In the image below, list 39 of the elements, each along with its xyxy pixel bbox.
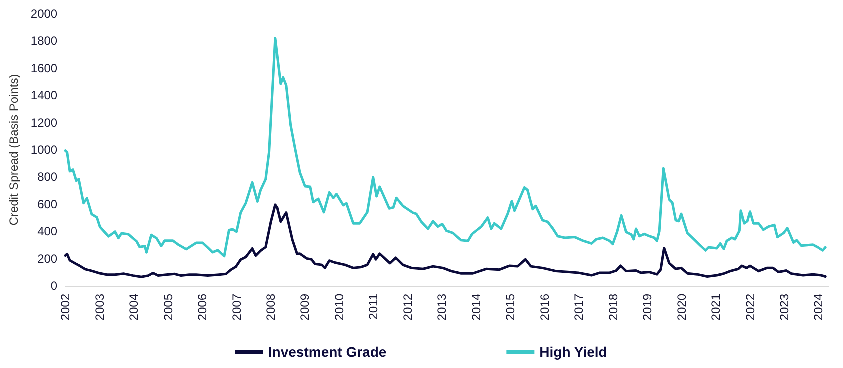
x-tick-label: 2008 — [264, 294, 278, 321]
y-axis-title: Credit Spread (Basis Points) — [7, 74, 21, 226]
x-tick-label: 2006 — [196, 294, 210, 321]
legend-label: High Yield — [540, 344, 608, 360]
x-tick-label: 2010 — [332, 294, 346, 321]
y-tick-label: 1600 — [30, 61, 58, 76]
y-tick-label: 2000 — [30, 7, 58, 21]
x-tick-label: 2020 — [674, 294, 689, 321]
x-tick-label: 2019 — [640, 294, 655, 321]
x-tick-label: 2021 — [709, 294, 724, 321]
y-tick-label: 800 — [38, 170, 58, 184]
y-tick-label: 400 — [38, 224, 58, 239]
line-series — [64, 204, 827, 278]
y-tick-label: 1400 — [30, 88, 58, 103]
x-tick-label: 2002 — [58, 294, 73, 321]
y-tick-label: 1800 — [30, 34, 58, 48]
y-tick-label: 0 — [50, 279, 58, 293]
x-tick-label: 2011 — [366, 294, 381, 320]
x-tick-label: 2003 — [92, 294, 107, 321]
x-tick-label: 2004 — [127, 294, 142, 321]
x-tick-label: 2013 — [435, 294, 450, 321]
y-tick-label: 200 — [38, 252, 58, 266]
y-tick-label: 1200 — [30, 116, 58, 130]
line-series — [64, 37, 827, 258]
x-tick-label: 2022 — [743, 294, 758, 321]
x-tick-label: 2009 — [298, 294, 312, 321]
x-tick-label: 2024 — [812, 294, 826, 321]
x-tick-label: 2016 — [538, 294, 552, 321]
legend-label: Investment Grade — [268, 344, 387, 360]
x-tick-label: 2018 — [606, 294, 620, 321]
y-tick-label: 600 — [38, 197, 58, 212]
x-tick-label: 2017 — [572, 294, 586, 321]
x-tick-label: 2007 — [230, 294, 244, 321]
x-tick-label: 2015 — [504, 294, 518, 321]
x-tick-label: 2005 — [161, 294, 176, 321]
y-tick-label: 1000 — [30, 143, 58, 157]
x-tick-label: 2023 — [777, 294, 792, 321]
x-tick-label: 2012 — [400, 294, 415, 321]
x-tick-label: 2014 — [469, 294, 484, 321]
